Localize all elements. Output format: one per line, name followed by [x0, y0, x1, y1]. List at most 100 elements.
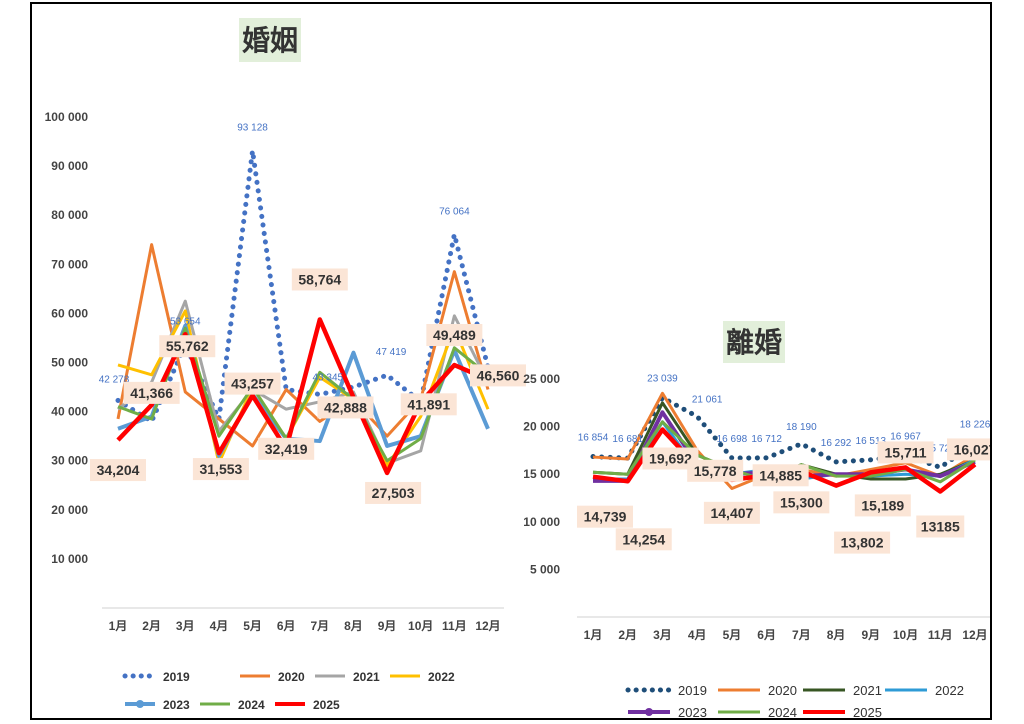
x-tick-label: 11月	[928, 628, 953, 642]
data-label-2025: 14,885	[759, 467, 802, 483]
legend-marker	[645, 708, 653, 716]
data-label-2025: 16,027	[954, 441, 990, 457]
data-label-2019: 76 064	[439, 207, 470, 218]
data-label-2025-box	[90, 459, 146, 482]
data-label-2025: 15,778	[694, 463, 737, 479]
chart-title: 婚姻	[242, 25, 298, 56]
data-label-2025: 46,560	[477, 367, 520, 383]
data-label-2019: 16 698	[717, 434, 748, 445]
data-label-2025: 31,553	[199, 461, 242, 477]
x-tick-label: 4月	[688, 628, 707, 642]
x-tick-label: 8月	[827, 628, 846, 642]
data-label-2019: 15 722	[925, 443, 956, 454]
data-label-2025: 32,419	[265, 441, 308, 457]
y-tick-label: 20 000	[523, 420, 560, 434]
data-label-2019: 53 654	[170, 317, 201, 328]
legend-label: 2021	[353, 670, 380, 684]
data-label-2025-box	[916, 515, 965, 538]
x-tick-label: 3月	[653, 628, 672, 642]
legend-label: 2019	[678, 683, 707, 698]
data-label-2019: 93 128	[237, 123, 268, 134]
x-tick-label: 1月	[109, 619, 128, 633]
legend-label: 2025	[313, 698, 340, 712]
x-tick-label: 3月	[176, 619, 195, 633]
data-label-2025-box	[687, 459, 744, 482]
data-label-2019: 16 681	[612, 434, 643, 445]
data-label-2025-box	[773, 491, 830, 514]
legend-label: 2023	[163, 698, 190, 712]
x-tick-label: 6月	[277, 619, 296, 633]
data-label-2019: 16 513	[856, 436, 887, 447]
x-tick-label: 9月	[378, 619, 397, 633]
x-tick-label: 4月	[210, 619, 229, 633]
data-label-2025-box	[752, 464, 809, 487]
legend-label: 2022	[935, 683, 964, 698]
y-tick-label: 90 000	[51, 159, 88, 173]
data-label-2025-box	[400, 393, 457, 416]
x-tick-label: 2月	[142, 619, 161, 633]
y-tick-label: 25 000	[523, 372, 560, 386]
x-tick-label: 5月	[243, 619, 262, 633]
data-label-2019: 18 226	[960, 419, 990, 430]
y-tick-label: 60 000	[51, 306, 88, 320]
y-tick-label: 40 000	[51, 405, 88, 419]
legend-label: 2022	[428, 670, 455, 684]
data-label-2025-box	[365, 481, 422, 504]
x-tick-label: 12月	[962, 628, 987, 642]
y-tick-label: 80 000	[51, 208, 88, 222]
chart-frame: 婚姻 10 000 20 000 30 000 40 000 50 000 60 000 70…	[30, 2, 992, 720]
data-label-2025-box	[317, 396, 374, 419]
data-label-2025-box	[470, 364, 526, 387]
x-tick-label: 2月	[618, 628, 637, 642]
data-label-2019: 21 061	[692, 394, 723, 405]
data-label-2025-box	[159, 335, 216, 358]
data-label-2025-box	[577, 505, 633, 528]
data-label-2025: 15,189	[861, 497, 904, 513]
x-tick-label: 9月	[861, 628, 880, 642]
y-tick-label: 70 000	[51, 257, 88, 271]
data-label-2025: 42,888	[324, 399, 367, 415]
data-label-2019: 42 278	[99, 374, 130, 385]
divorce-chart: 離婚 5 000 10 000 15 000 20 000 25 000 1月 2月 3月 4月 5…	[523, 321, 990, 718]
data-label-2019: 16 854	[578, 433, 609, 444]
data-label-2025-box	[642, 447, 699, 470]
legend-label: 2023	[678, 705, 707, 718]
y-tick-label: 15 000	[523, 467, 560, 481]
legend-label: 2024	[768, 705, 797, 718]
data-label-2025: 58,764	[298, 271, 341, 287]
data-label-2025: 15,300	[780, 494, 823, 510]
y-tick-label: 10 000	[51, 552, 88, 566]
y-tick-label: 50 000	[51, 356, 88, 370]
data-label-2025: 41,366	[130, 385, 173, 401]
data-label-2025-box	[877, 441, 934, 464]
data-label-2025: 13185	[921, 518, 960, 534]
legend-label: 2021	[853, 683, 882, 698]
legend-label: 2024	[238, 698, 265, 712]
x-tick-label: 11月	[442, 619, 467, 633]
data-label-2025: 27,503	[372, 485, 415, 501]
data-label-2025-box	[703, 501, 760, 524]
data-label-2019: 16 712	[751, 434, 782, 445]
chart-title-box	[723, 321, 785, 363]
legend-label: 2025	[853, 705, 882, 718]
data-label-2025-box	[123, 381, 180, 404]
y-tick-label: 100 000	[45, 110, 89, 124]
y-tick-label: 30 000	[51, 454, 88, 468]
data-label-2025: 43,257	[231, 376, 274, 392]
data-label-2025: 14,407	[710, 505, 753, 521]
x-tick-label: 12月	[475, 619, 500, 633]
data-label-2019: 43 345	[313, 372, 344, 383]
chart-title: 離婚	[726, 327, 782, 358]
data-label-2025-box	[192, 458, 249, 481]
data-label-2025-box	[224, 372, 281, 395]
chart-title-box	[239, 18, 301, 62]
data-label-2025-box	[426, 324, 483, 347]
data-label-2025-box	[258, 437, 315, 460]
data-label-2019: 18 190	[786, 422, 817, 433]
y-tick-label: 5 000	[530, 562, 560, 576]
data-label-2025-box	[947, 438, 990, 461]
data-label-2025: 14,254	[622, 531, 665, 547]
legend-label: 2020	[768, 683, 797, 698]
data-label-2025: 34,204	[97, 462, 140, 478]
legend-label: 2019	[163, 670, 190, 684]
